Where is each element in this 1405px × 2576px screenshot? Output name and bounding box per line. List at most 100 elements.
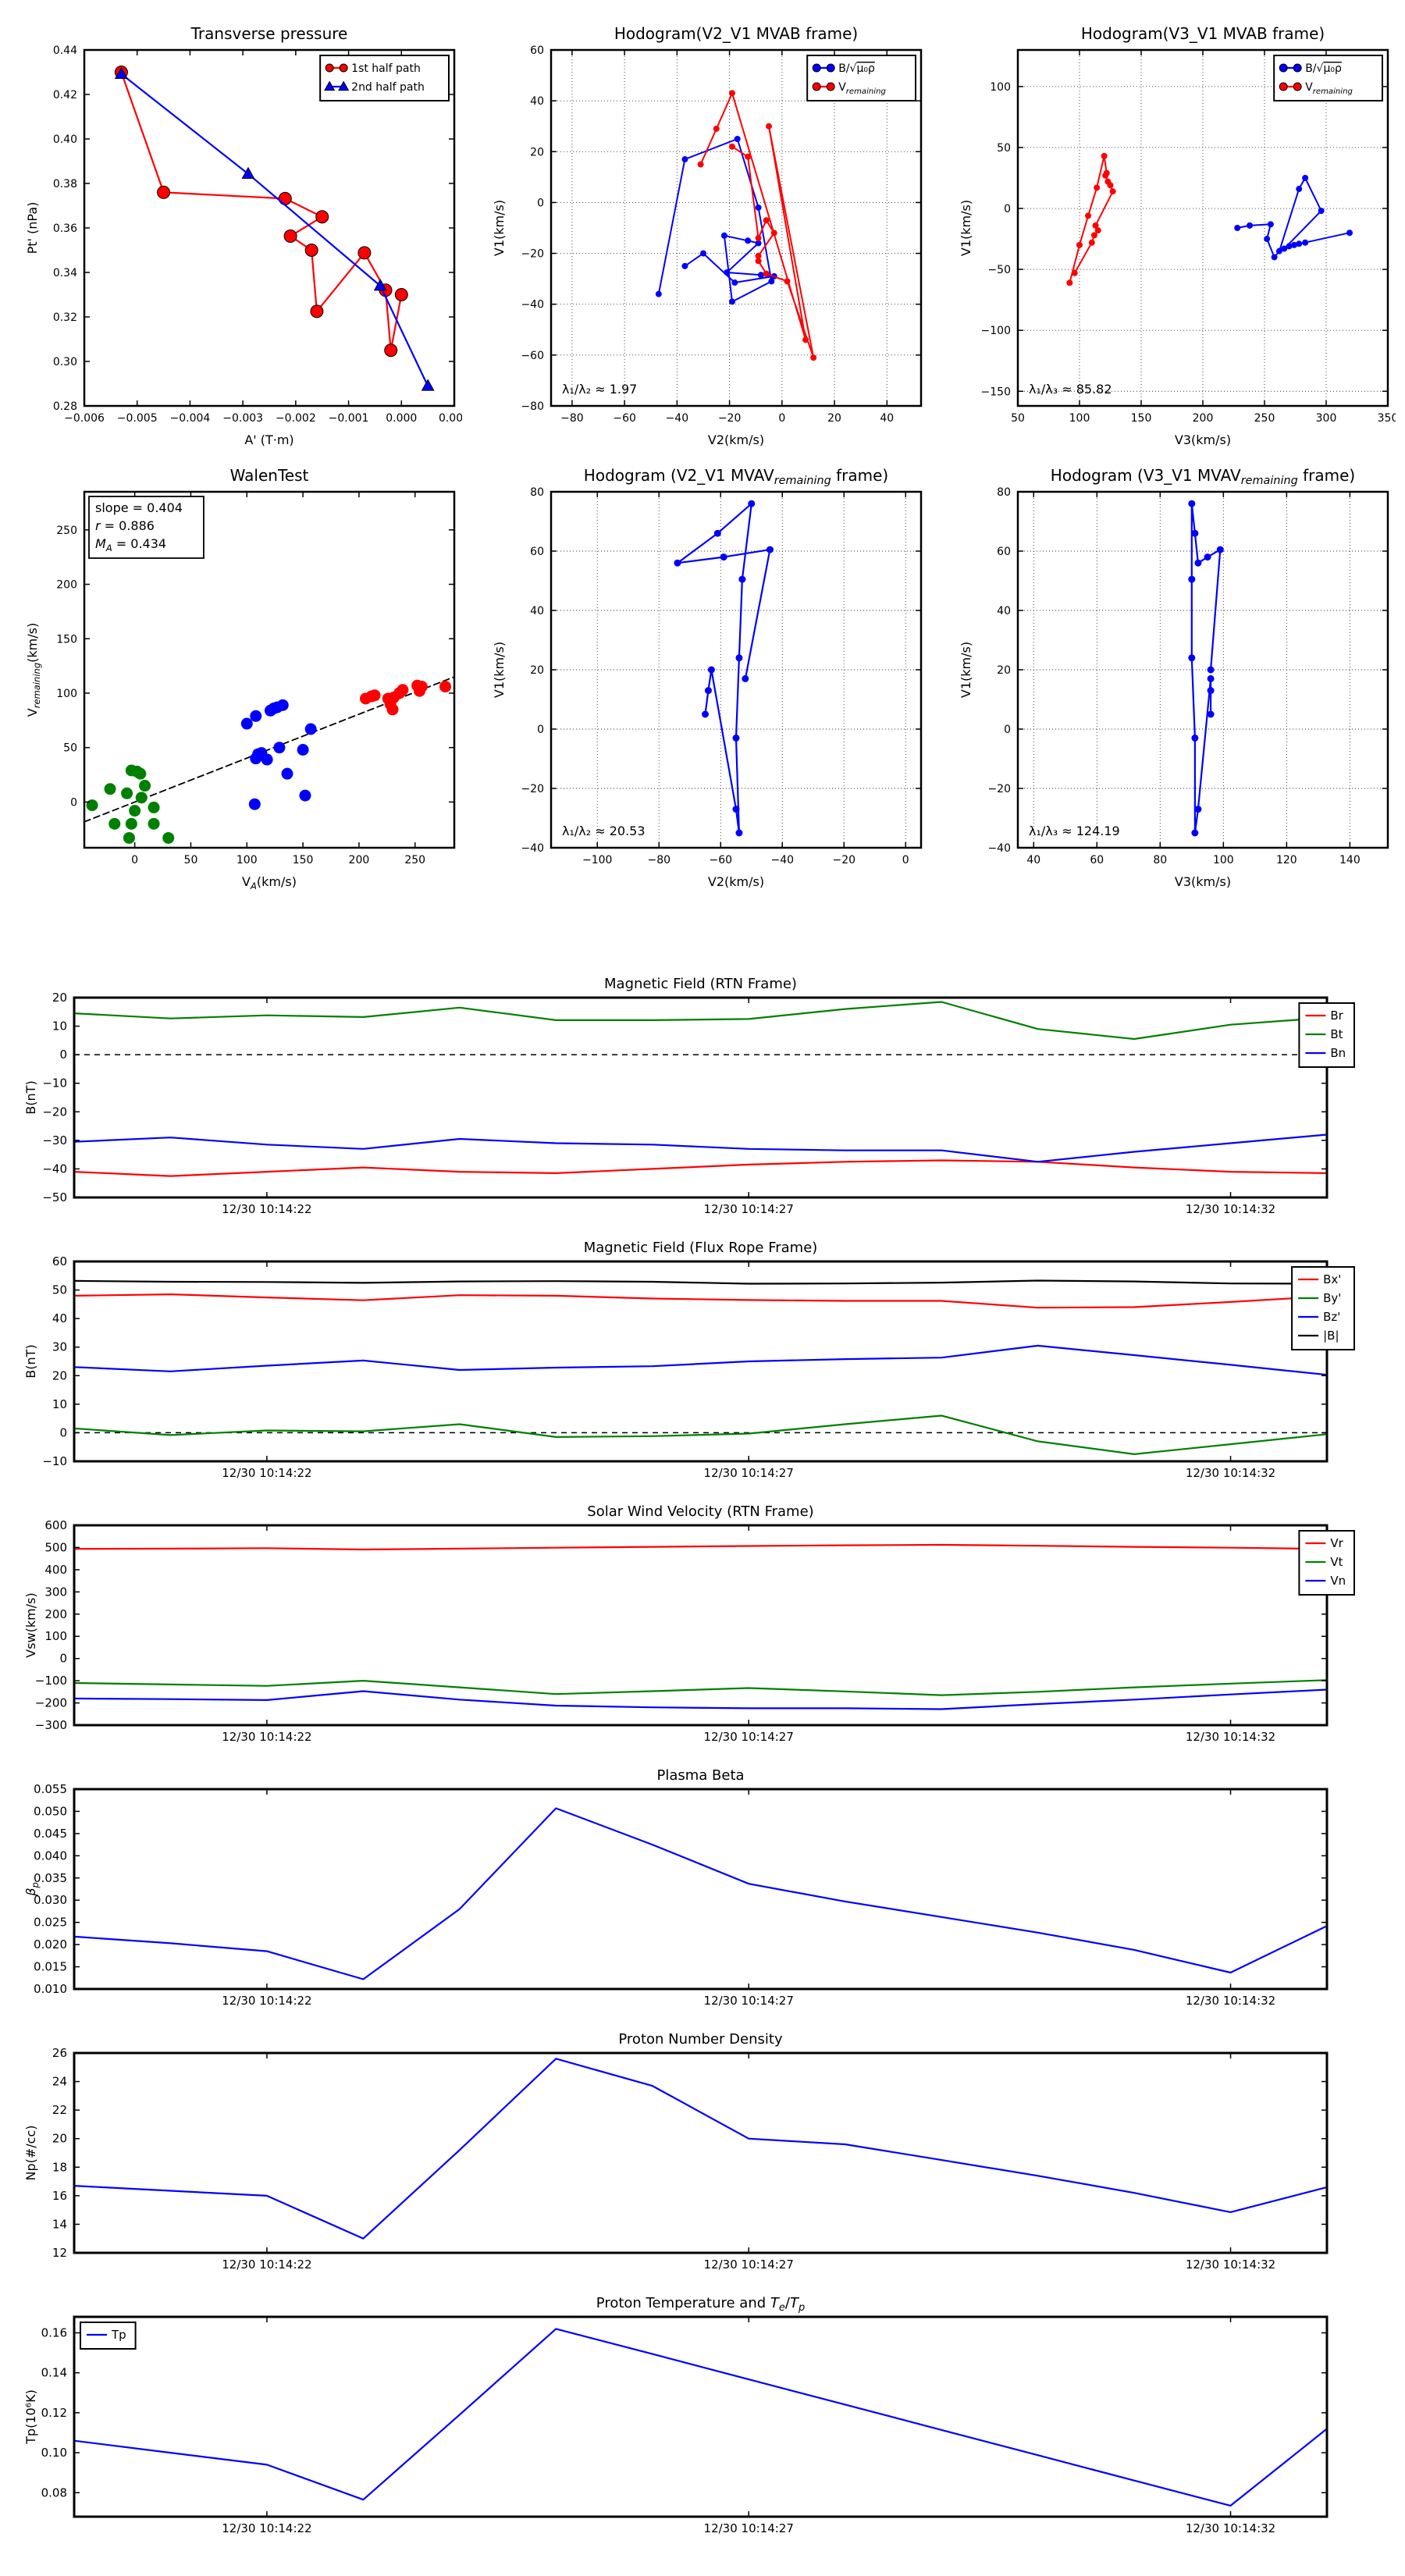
hodogram-v2v1-mvav-ytick-label: 60 (530, 546, 544, 558)
transverse-pressure-xtick-label: −0.004 (170, 412, 211, 425)
magnetic-field-flux-rope-ylabel: B(nT) (23, 1344, 38, 1378)
hodogram-v2v1-mvab-ytick-label: −80 (521, 400, 544, 413)
plasma-beta-frame (73, 1788, 1329, 1991)
transverse-pressure-ytick-label: 0.32 (53, 311, 77, 324)
proton-temperature-legend: Tp (80, 2322, 137, 2350)
hodogram-v3v1-mvab-xtick-label: 150 (1131, 412, 1152, 425)
transverse-pressure-ytick-label: 0.40 (53, 133, 77, 146)
hodogram-v2v1-mvab-frame (550, 48, 923, 407)
plasma-beta-ytick-label: 0.025 (34, 1916, 67, 1930)
walen-test-xtick-label: 250 (404, 854, 425, 866)
hodogram-v2v1-mvav-ytick-label: 0 (537, 724, 544, 736)
hodogram-v3v1-mvav-xtick-label: 100 (1213, 854, 1234, 866)
transverse-pressure-xtick-label: −0.003 (222, 412, 263, 425)
proton-temperature-xtick-label: 12/30 10:14:27 (704, 2521, 794, 2535)
svg-text:Vt: Vt (1330, 1555, 1343, 1569)
svg-text:|B|: |B| (1323, 1329, 1339, 1343)
hodogram-v2v1-mvab-xtick-label: 0 (778, 412, 785, 425)
plasma-beta-title: Plasma Beta (656, 1767, 744, 1784)
solar-wind-velocity-ytick-label: 300 (44, 1585, 67, 1599)
proton-number-density-ytick-label: 22 (52, 2103, 67, 2117)
proton-number-density-frame (73, 2051, 1329, 2254)
svg-text:slope = 0.404: slope = 0.404 (95, 500, 183, 515)
hodogram-v2v1-mvab-xtick-label: 20 (827, 412, 841, 425)
solar-wind-velocity-ytick-label: −100 (35, 1674, 67, 1688)
hodogram-v3v1-mvab-xtick-label: 300 (1316, 412, 1337, 425)
hodogram-v3v1-mvav-ytick-label: 0 (1004, 724, 1011, 736)
proton-number-density-ytick-label: 16 (52, 2189, 67, 2203)
svg-text:Bn: Bn (1330, 1046, 1346, 1060)
hodogram-v2v1-mvav-xtick-label: −20 (832, 854, 855, 866)
hodogram-v3v1-mvav-title: Hodogram (V3_V1 MVAVremaining frame) (1051, 466, 1355, 487)
magnetic-field-rtn-ytick-label: −40 (42, 1162, 67, 1176)
solar-wind-velocity-ytick-label: 0 (59, 1652, 67, 1666)
hodogram-v2v1-mvab-ytick-label: 60 (530, 44, 544, 57)
hodogram-v2v1-mvav-ytick-label: −20 (521, 783, 544, 795)
hodogram-v2v1-mvab-xtick-label: −80 (560, 412, 584, 425)
plasma-beta-ytick-label: 0.030 (34, 1893, 67, 1907)
solar-wind-velocity-frame (73, 1524, 1329, 1727)
solar-wind-velocity-ytick-label: 400 (44, 1563, 67, 1577)
proton-number-density-xtick-label: 12/30 10:14:27 (704, 2258, 794, 2272)
proton-temperature-ytick-label: 0.12 (41, 2406, 67, 2420)
walen-test-title: WalenTest (230, 466, 309, 485)
proton-temperature-frame (73, 2315, 1329, 2518)
hodogram-v3v1-mvav-xlabel: V3(km/s) (1175, 874, 1231, 889)
magnetic-field-rtn-ytick-label: 0 (59, 1048, 67, 1062)
magnetic-field-flux-rope-xtick-label: 12/30 10:14:22 (222, 1466, 311, 1480)
transverse-pressure-xtick-label: −0.002 (276, 412, 316, 425)
proton-number-density-series-Np (73, 2058, 1329, 2240)
plasma-beta-ylabel: βp (23, 1882, 41, 1897)
hodogram-v3v1-mvab-ticks (1017, 50, 1389, 406)
plasma-beta-ticks (74, 1788, 1327, 1990)
solar-wind-velocity-ytick-label: 100 (44, 1629, 67, 1643)
proton-number-density-xtick-label: 12/30 10:14:22 (222, 2258, 311, 2272)
magnetic-field-rtn-ytick-label: −30 (42, 1133, 67, 1147)
transverse-pressure-ytick-label: 0.34 (53, 267, 77, 279)
proton-number-density-xtick-label: 12/30 10:14:32 (1186, 2258, 1275, 2272)
magnetic-field-rtn-legend: Br Bt Bn (1298, 1002, 1356, 1068)
hodogram-v3v1-mvav-ytick-label: 80 (997, 486, 1011, 499)
solar-wind-velocity-ytick-label: −200 (35, 1696, 67, 1710)
svg-text:MA = 0.434: MA = 0.434 (95, 536, 166, 553)
walen-test-ytick-label: 200 (56, 579, 77, 592)
magnetic-field-flux-rope-series-Bz-prime (73, 1344, 1329, 1376)
hodogram-v2v1-mvab-ylabel: V1(km/s) (492, 200, 507, 256)
magnetic-field-flux-rope-svg: 12/30 10:14:22 12/30 10:14:27 12/30 10:14:… (23, 1240, 1355, 1480)
transverse-pressure-xtick-label: 0.001 (439, 412, 462, 425)
proton-temperature-series-Tp (73, 2328, 1329, 2507)
magnetic-field-flux-rope-xtick-label: 12/30 10:14:32 (1186, 1466, 1275, 1480)
transverse-pressure-ticks (84, 49, 455, 407)
hodogram-v3v1-mvav-svg: 40 60 80 100 120 140 −40 −20 0 20 40 60 80 V3(km/s) V1… (959, 466, 1389, 889)
walen-test-series-middle-interval (240, 699, 317, 810)
solar-wind-velocity-ylabel: Vsw(km/s) (23, 1592, 38, 1657)
transverse-pressure-series-2nd-half-path (114, 66, 435, 391)
solar-wind-velocity-ytick-label: −300 (35, 1718, 67, 1732)
magnetic-field-flux-rope-ytick-label: 40 (52, 1311, 67, 1325)
plasma-beta-ytick-label: 0.020 (34, 1937, 67, 1952)
magnetic-field-rtn-series-Bt (73, 1001, 1329, 1041)
solar-wind-velocity-ytick-label: 600 (44, 1518, 67, 1532)
magnetic-field-rtn-title: Magnetic Field (RTN Frame) (604, 976, 797, 992)
transverse-pressure-ytick-label: 0.38 (53, 178, 77, 190)
magnetic-field-rtn-frame (73, 996, 1329, 1199)
panel-proton-number-density: 12/30 10:14:22 12/30 10:14:27 12/30 10:14:… (23, 2025, 1385, 2284)
solar-wind-velocity-ticks (74, 1525, 1327, 1726)
hodogram-v3v1-mvab-ytick-label: 50 (997, 142, 1011, 155)
hodogram-v3v1-mvab-xtick-label: 100 (1069, 412, 1090, 425)
hodogram-v2v1-mvab-ytick-label: 40 (530, 95, 544, 108)
transverse-pressure-xtick-label: −0.005 (117, 412, 158, 425)
proton-temperature-svg: 12/30 10:14:22 12/30 10:14:27 12/30 10:14:… (23, 2295, 1329, 2535)
solar-wind-velocity-series-Vn (73, 1688, 1329, 1710)
hodogram-v2v1-mvab-xtick-label: −20 (718, 412, 742, 425)
walen-test-ytick-label: 100 (56, 688, 77, 700)
transverse-pressure-title: Transverse pressure (190, 24, 348, 43)
magnetic-field-flux-rope-series-By-prime (73, 1414, 1329, 1455)
solar-wind-velocity-series-Vr (73, 1543, 1329, 1551)
hodogram-v2v1-mvab-series-B-alfven (655, 136, 777, 305)
hodogram-v3v1-mvab-ytick-label: −150 (981, 386, 1011, 398)
proton-temperature-ticks (74, 2317, 1327, 2517)
svg-text:Vremaining: Vremaining (838, 81, 886, 96)
plasma-beta-ytick-label: 0.050 (34, 1804, 67, 1818)
